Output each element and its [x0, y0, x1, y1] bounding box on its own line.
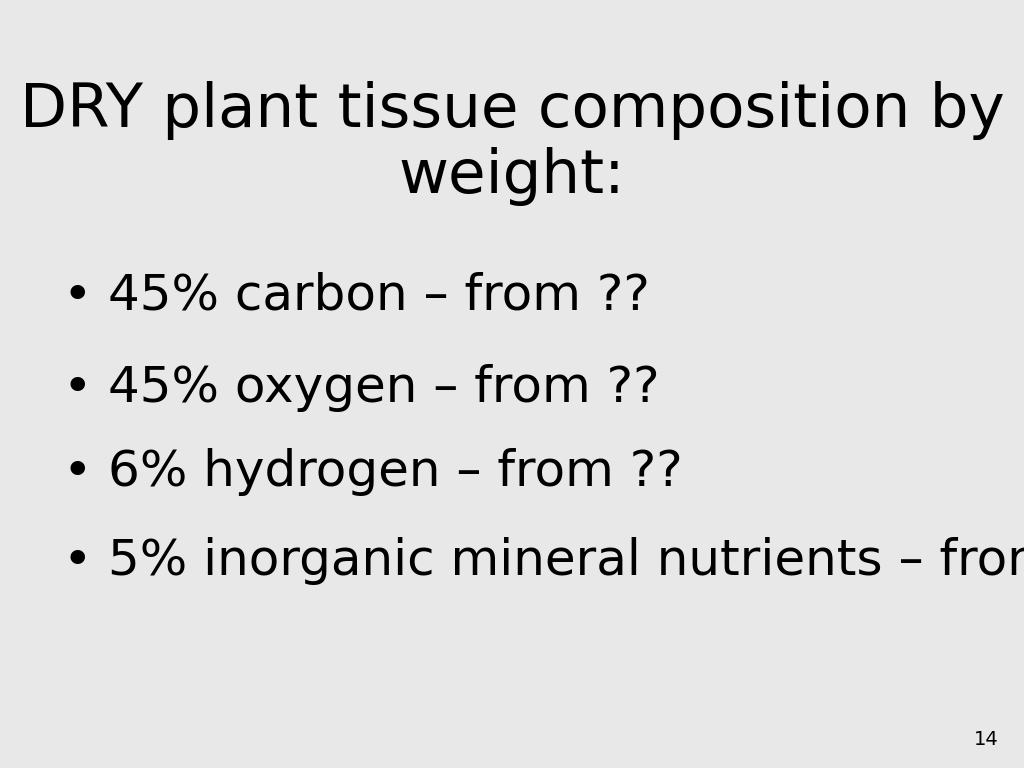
Text: 45% oxygen – from ??: 45% oxygen – from ?? [108, 364, 659, 412]
Text: DRY plant tissue composition by
weight:: DRY plant tissue composition by weight: [19, 81, 1005, 206]
Text: 45% carbon – from ??: 45% carbon – from ?? [108, 272, 649, 319]
Text: •: • [62, 537, 91, 584]
Text: 6% hydrogen – from ??: 6% hydrogen – from ?? [108, 449, 682, 496]
Text: 5% inorganic mineral nutrients – from ??: 5% inorganic mineral nutrients – from ?? [108, 537, 1024, 584]
Text: 14: 14 [974, 730, 998, 749]
Text: •: • [62, 449, 91, 496]
Text: •: • [62, 272, 91, 319]
Text: •: • [62, 364, 91, 412]
